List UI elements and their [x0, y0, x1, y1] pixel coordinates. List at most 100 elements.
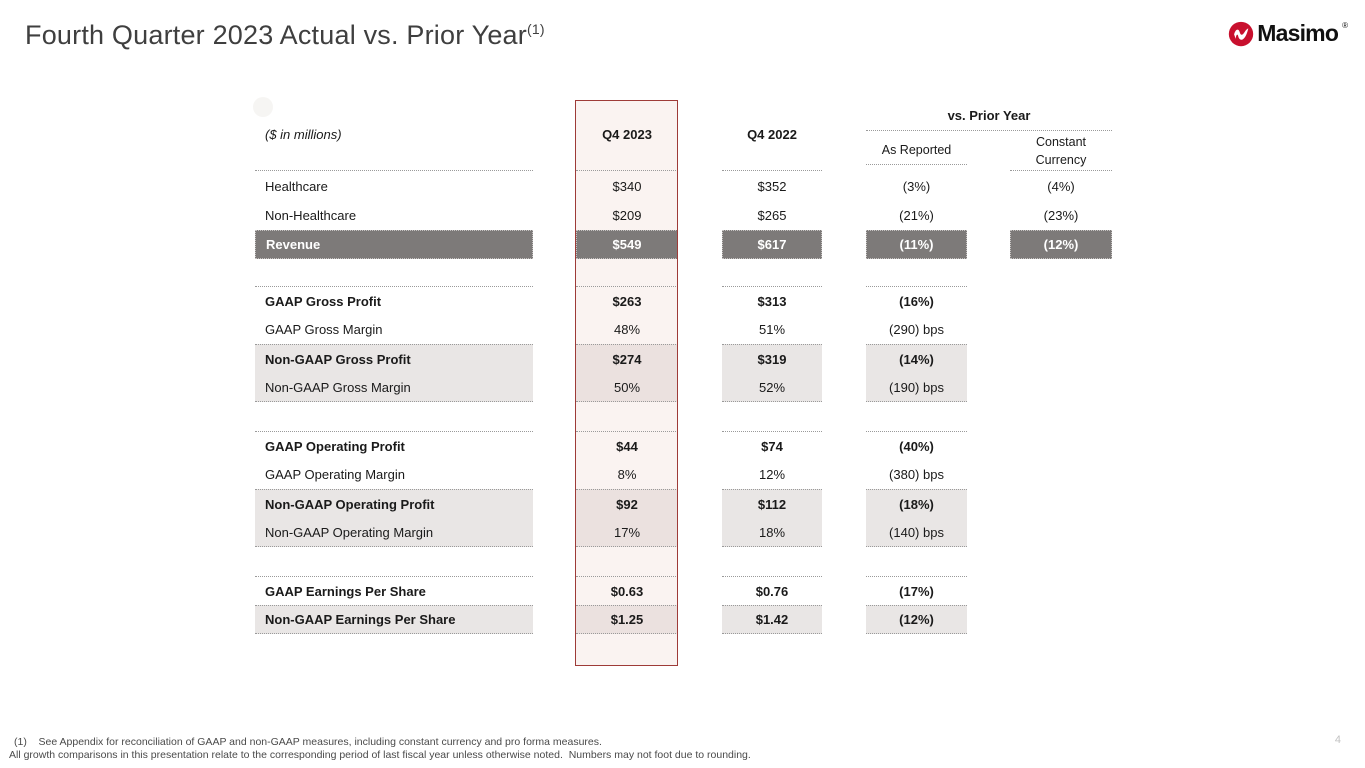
row-label: Healthcare [265, 179, 328, 194]
registered-trademark-symbol: ® [1342, 21, 1348, 30]
cell-as-reported: (16%) [866, 286, 967, 315]
cell-q4-2022: $352 [757, 179, 787, 194]
masimo-heart-icon [1229, 21, 1254, 46]
row-label: GAAP Earnings Per Share [255, 576, 533, 605]
row-label: Non-GAAP Earnings Per Share [255, 605, 533, 634]
table-header: ($ in millions) Q4 2023 Q4 2022 vs. Prio… [255, 100, 1112, 172]
page-number: 4 [1334, 734, 1341, 746]
footnote-line-2: All growth comparisons in this presentat… [9, 749, 751, 761]
divider [576, 170, 678, 171]
cell-q4-2023: 8% [617, 467, 637, 482]
cell-q4-2023: $340 [612, 179, 642, 194]
table-row: GAAP Operating Margin 8% 12% (380) bps [255, 460, 1112, 489]
cell-as-reported: (140) bps [866, 518, 967, 547]
divider [1010, 170, 1112, 171]
cell-constant-currency [1010, 431, 1112, 460]
table-row: GAAP Operating Profit $44 $74 (40%) [255, 431, 1112, 460]
divider [866, 130, 1112, 131]
cell-constant-currency [1010, 315, 1112, 344]
cell-q4-2023: 50% [576, 373, 678, 402]
cell-q4-2022: 51% [758, 322, 786, 337]
cell-as-reported: (40%) [866, 431, 967, 460]
cell-q4-2023: $549 [576, 230, 678, 259]
row-label: Revenue [255, 230, 533, 259]
column-header-q4-2023: Q4 2023 [602, 127, 652, 142]
cell-as-reported: (18%) [866, 489, 967, 518]
cell-q4-2023: 48% [613, 322, 641, 337]
cell-q4-2023: $209 [612, 208, 642, 223]
masimo-logo: Masimo ® [1228, 20, 1348, 47]
footnote-line-1: (1) See Appendix for reconciliation of G… [14, 736, 602, 748]
cell-q4-2022: $112 [722, 489, 822, 518]
cell-q4-2022: $1.42 [722, 605, 822, 634]
cell-q4-2022: $0.76 [722, 576, 822, 605]
cell-constant-currency [1010, 605, 1112, 634]
column-group-vs-prior-year: vs. Prior Year [947, 108, 1031, 123]
slide-title: Fourth Quarter 2023 Actual vs. Prior Yea… [25, 20, 545, 51]
table-row: Non-GAAP Gross Profit $274 $319 (14%) [255, 344, 1112, 373]
table-row: Non-Healthcare $209 $265 (21%) (23%) [255, 201, 1112, 230]
smudge-artifact [253, 97, 273, 117]
cell-as-reported: (17%) [866, 576, 967, 605]
cell-q4-2023: 17% [576, 518, 678, 547]
row-label: Non-GAAP Gross Profit [255, 344, 533, 373]
cell-constant-currency [1010, 518, 1112, 547]
table-row: Non-GAAP Gross Margin 50% 52% (190) bps [255, 373, 1112, 402]
cell-q4-2022: $617 [722, 230, 822, 259]
table-row: GAAP Earnings Per Share $0.63 $0.76 (17%) [255, 576, 1112, 605]
column-header-q4-2022: Q4 2022 [747, 127, 797, 142]
cell-q4-2022: 18% [722, 518, 822, 547]
row-label: Non-GAAP Gross Margin [255, 373, 533, 402]
cell-as-reported: (12%) [866, 605, 967, 634]
cell-q4-2023: $92 [576, 489, 678, 518]
cell-q4-2022: $319 [722, 344, 822, 373]
table-spacer-row [255, 402, 1112, 431]
table-row: Non-GAAP Operating Profit $92 $112 (18%) [255, 489, 1112, 518]
cell-q4-2022: $313 [722, 286, 822, 315]
cell-constant-currency: (23%) [1043, 208, 1079, 223]
comparison-table: ($ in millions) Q4 2023 Q4 2022 vs. Prio… [255, 100, 1112, 666]
divider [866, 164, 967, 165]
cell-as-reported: (190) bps [866, 373, 967, 402]
cell-constant-currency: (4%) [1047, 179, 1075, 194]
table-row: Healthcare $340 $352 (3%) (4%) [255, 172, 1112, 201]
cell-q4-2022: 52% [722, 373, 822, 402]
row-label: GAAP Gross Profit [255, 286, 533, 315]
cell-q4-2023: $1.25 [576, 605, 678, 634]
cell-q4-2022: $74 [722, 431, 822, 460]
row-label: Non-GAAP Operating Margin [255, 518, 533, 547]
cell-as-reported: (14%) [866, 344, 967, 373]
table-row: Revenue $549 $617 (11%) (12%) [255, 230, 1112, 259]
table-row: Non-GAAP Operating Margin 17% 18% (140) bps [255, 518, 1112, 547]
divider [255, 170, 533, 171]
cell-as-reported: (3%) [902, 179, 931, 194]
cell-as-reported: (290) bps [889, 322, 944, 337]
cell-q4-2023: $274 [576, 344, 678, 373]
table-body: Healthcare $340 $352 (3%) (4%) Non-Healthcare… [255, 172, 1112, 634]
cell-q4-2023: $44 [576, 431, 678, 460]
cell-constant-currency [1010, 460, 1112, 489]
cell-q4-2022: $265 [757, 208, 787, 223]
cell-q4-2022: 12% [758, 467, 786, 482]
column-header-as-reported: As Reported [881, 143, 952, 157]
masimo-wordmark: Masimo [1257, 20, 1339, 46]
row-label: GAAP Operating Profit [255, 431, 533, 460]
row-label: GAAP Operating Margin [265, 467, 405, 482]
cell-q4-2023: $0.63 [576, 576, 678, 605]
row-label: Non-Healthcare [265, 208, 357, 223]
cell-as-reported: (21%) [899, 208, 934, 223]
cell-as-reported: (380) bps [889, 467, 944, 482]
cell-constant-currency [1010, 286, 1112, 315]
cell-as-reported: (11%) [866, 230, 967, 259]
table-row: GAAP Gross Margin 48% 51% (290) bps [255, 315, 1112, 344]
table-row: Non-GAAP Earnings Per Share $1.25 $1.42 (12… [255, 605, 1112, 634]
cell-constant-currency: (12%) [1010, 230, 1112, 259]
slide-title-text: Fourth Quarter 2023 Actual vs. Prior Yea… [25, 20, 527, 50]
table-row: GAAP Gross Profit $263 $313 (16%) [255, 286, 1112, 315]
cell-q4-2023: $263 [576, 286, 678, 315]
row-label: Non-GAAP Operating Profit [255, 489, 533, 518]
table-spacer-row [255, 259, 1112, 286]
cell-constant-currency [1010, 489, 1112, 518]
column-header-constant-currency: Constant Currency [1035, 135, 1087, 167]
